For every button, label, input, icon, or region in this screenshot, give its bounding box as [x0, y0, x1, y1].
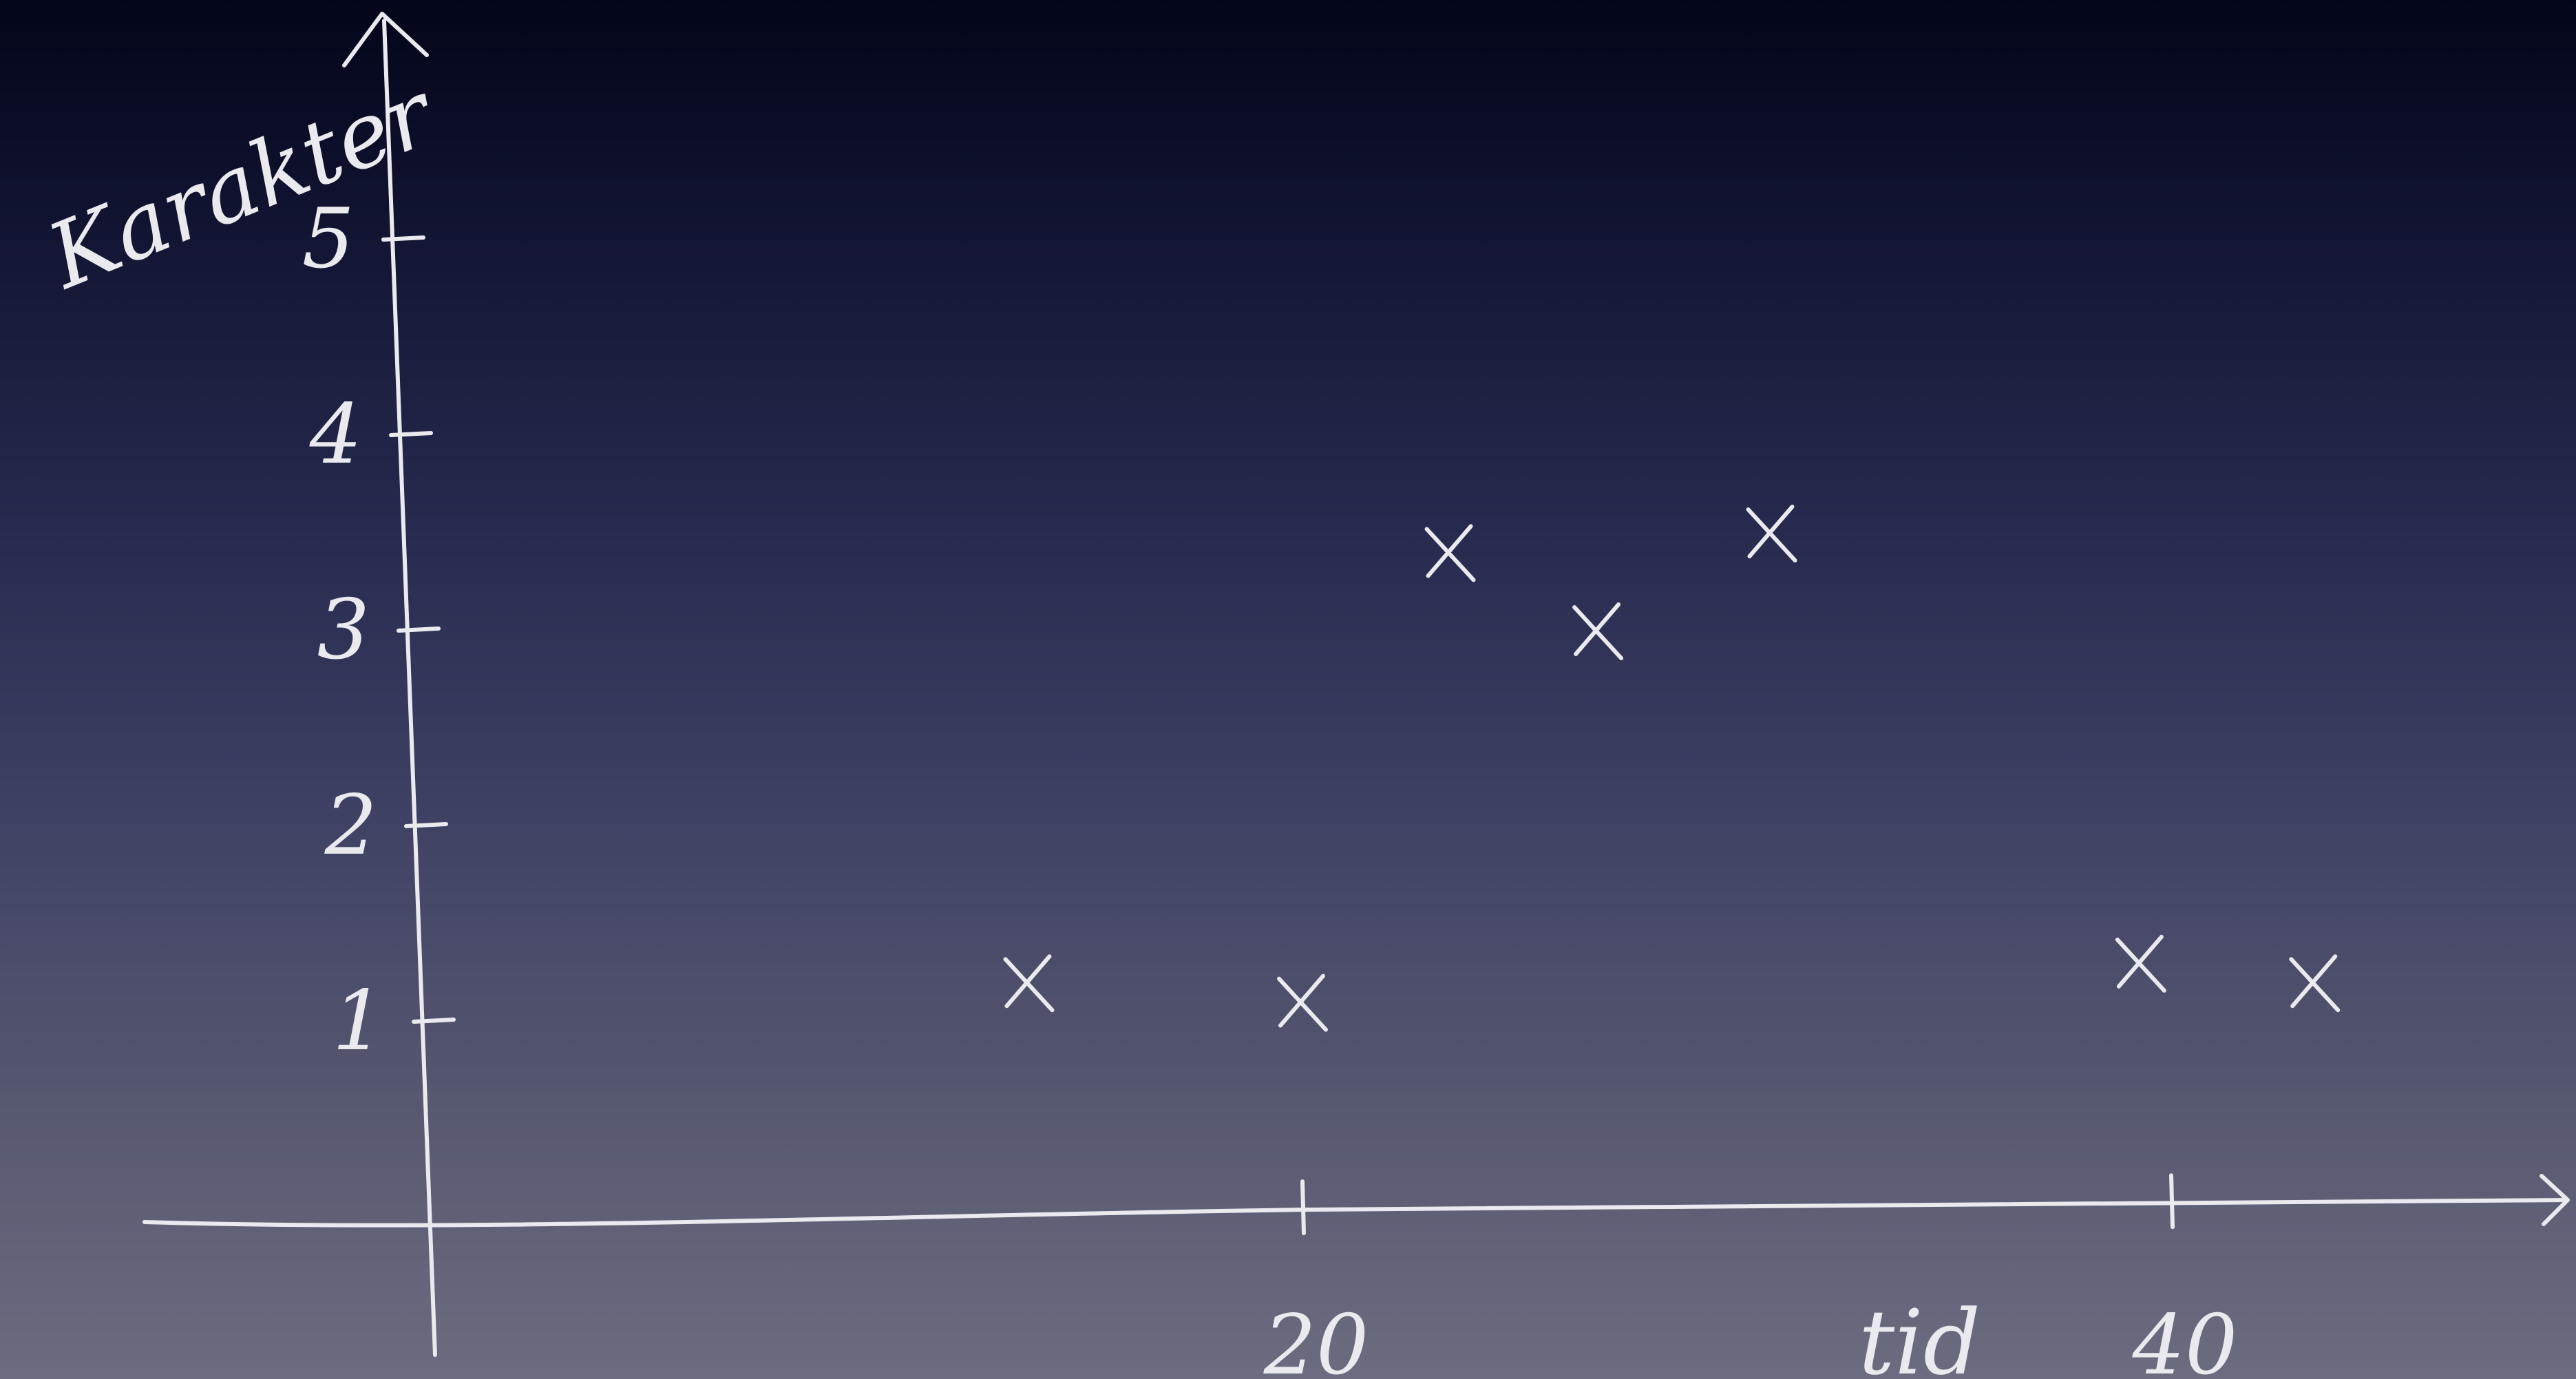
y-tick-label-4: 4 — [309, 387, 362, 483]
y-tick-3 — [397, 627, 441, 633]
y-tick-4 — [389, 431, 433, 437]
y-tick-2 — [404, 822, 448, 828]
x-tick-label-20: 20 — [1263, 1298, 1369, 1379]
y-tick-label-2: 2 — [324, 778, 377, 874]
data-point-marker — [1424, 524, 1476, 582]
data-point-marker — [2289, 954, 2341, 1013]
y-axis-arrowhead — [342, 12, 429, 67]
y-tick-5 — [381, 235, 425, 242]
y-ticks: 1 2 3 4 5 — [302, 191, 456, 1069]
x-tick-20 — [1300, 1179, 1306, 1236]
x-tick-40 — [2169, 1173, 2175, 1230]
y-tick-label-1: 1 — [332, 973, 385, 1069]
x-tick-label-40: 40 — [2132, 1298, 2238, 1379]
data-point — [1003, 954, 1055, 1013]
x-axis-label: tid — [1859, 1290, 1981, 1379]
data-point-marker — [1746, 505, 1797, 562]
data-point — [2289, 954, 2341, 1013]
data-point-marker — [1277, 973, 1328, 1032]
y-axis-label: Karakter — [33, 59, 451, 309]
y-axis-line — [382, 19, 437, 1357]
data-point — [1424, 524, 1476, 582]
data-point-marker — [2115, 934, 2166, 993]
y-tick-label-3: 3 — [317, 582, 370, 678]
x-ticks: 20 40 — [1263, 1173, 2238, 1379]
data-point — [2115, 934, 2166, 993]
data-point — [1746, 505, 1797, 562]
x-axis-line — [142, 1198, 2566, 1228]
data-point — [1572, 602, 1624, 660]
data-point-marker — [1572, 602, 1624, 660]
data-point — [1277, 973, 1328, 1032]
data-point-marker — [1003, 954, 1055, 1013]
data-points — [1003, 505, 2341, 1032]
x-axis-arrowhead — [2540, 1174, 2570, 1226]
y-tick-1 — [412, 1018, 456, 1024]
y-tick-label-5: 5 — [302, 191, 355, 287]
